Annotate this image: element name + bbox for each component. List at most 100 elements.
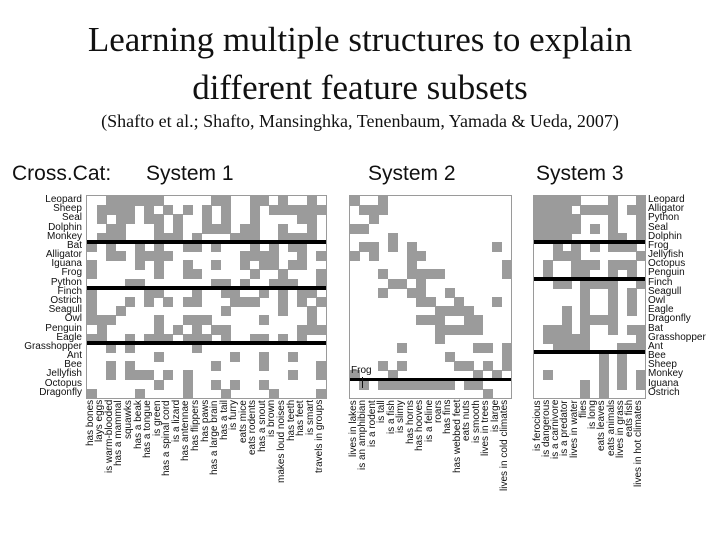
matrix-cell (635, 278, 646, 289)
matrix-cell (268, 251, 279, 262)
matrix-cell (316, 251, 327, 262)
matrix-cell (580, 297, 591, 307)
matrix-cell (635, 379, 646, 390)
matrix-cell (425, 379, 436, 390)
matrix-cell (543, 370, 554, 381)
animal-label: Seagull (648, 285, 682, 297)
matrix-cell (306, 205, 317, 216)
matrix-cell (543, 260, 554, 271)
matrix-cell (580, 379, 591, 390)
matrix-cell (635, 196, 646, 206)
matrix-cell (473, 324, 484, 335)
animal-label: Seagull (48, 304, 82, 316)
matrix-cell (552, 251, 563, 262)
matrix-cell (163, 251, 174, 262)
matrix-cell (297, 241, 308, 252)
matrix-cell (626, 205, 637, 216)
system2-matrix (349, 195, 512, 399)
matrix-cell (617, 260, 628, 271)
matrix-cell (173, 324, 184, 335)
matrix-cell (239, 297, 250, 307)
matrix-cell (608, 205, 618, 216)
matrix-cell (561, 232, 572, 243)
matrix-cell (87, 306, 97, 317)
matrix-cell (543, 196, 554, 206)
matrix-cell (416, 297, 427, 307)
matrix-cell (608, 324, 618, 335)
matrix-cell (552, 223, 563, 234)
matrix-cell (230, 352, 241, 363)
animal-label: Dragonfly (39, 386, 82, 398)
matrix-cell (259, 260, 270, 271)
matrix-cell (378, 269, 389, 280)
matrix-cell (287, 205, 298, 216)
animal-label: Iguana (648, 377, 679, 389)
matrix-cell (350, 196, 360, 206)
matrix-cell (626, 260, 637, 271)
matrix-cell (220, 223, 231, 234)
matrix-cell (580, 278, 591, 289)
matrix-cell (571, 196, 581, 206)
matrix-cell (561, 315, 572, 326)
animal-label: Finch (57, 285, 82, 297)
matrix-cell (268, 278, 279, 289)
matrix-cell (239, 278, 250, 289)
matrix-cell (173, 232, 184, 243)
matrix-cell (278, 297, 289, 307)
matrix-cell (561, 342, 572, 353)
matrix-cell (425, 297, 436, 307)
matrix-cell (571, 260, 581, 271)
animal-label: Monkey (648, 368, 684, 380)
matrix-cell (626, 342, 637, 353)
animal-label: Python (50, 276, 82, 288)
matrix-cell (306, 306, 317, 317)
matrix-cell (220, 278, 231, 289)
matrix-cell (297, 287, 308, 298)
matrix-cell (534, 214, 544, 225)
matrix-cell (306, 287, 317, 298)
matrix-cell (571, 214, 581, 225)
matrix-cell (220, 324, 231, 335)
matrix-cell (287, 232, 298, 243)
matrix-cell (444, 379, 455, 390)
matrix-cell (589, 205, 600, 216)
matrix-cell (201, 333, 212, 344)
matrix-cell (297, 324, 308, 335)
frog-callout-label: Frog (351, 365, 372, 376)
matrix-cell (220, 388, 231, 399)
matrix-cell (297, 333, 308, 344)
animal-label: Octopus (648, 258, 686, 270)
feature-label: lives in cold climates (499, 399, 511, 491)
matrix-cell (608, 287, 618, 298)
matrix-cell (182, 241, 193, 252)
matrix-cell (552, 342, 563, 353)
matrix-cell (543, 324, 554, 335)
matrix-cell (201, 214, 212, 225)
matrix-cell (552, 214, 563, 225)
slide-title-line2: different feature subsets (192, 68, 528, 107)
matrix-cell (125, 333, 136, 344)
matrix-cell (543, 223, 554, 234)
cluster-divider (534, 239, 645, 244)
animal-label: Owl (64, 313, 82, 325)
matrix-cell (249, 196, 260, 206)
matrix-cell (552, 232, 563, 243)
cluster-divider (534, 276, 645, 281)
matrix-cell (463, 306, 474, 317)
matrix-cell (182, 388, 193, 399)
matrix-cell (268, 260, 279, 271)
matrix-cell (444, 324, 455, 335)
matrix-cell (153, 223, 164, 234)
matrix-cell (211, 278, 222, 289)
matrix-cell (306, 232, 317, 243)
animal-label: Grasshopper (648, 331, 706, 343)
matrix-cell (534, 205, 544, 216)
matrix-cell (144, 370, 155, 381)
matrix-cell (580, 388, 591, 399)
matrix-cell (134, 196, 145, 206)
matrix-cell (192, 333, 203, 344)
matrix-cell (463, 379, 474, 390)
animal-label: Ant (66, 350, 82, 362)
animal-label: Ostrich (50, 295, 82, 306)
matrix-cell (306, 324, 317, 335)
